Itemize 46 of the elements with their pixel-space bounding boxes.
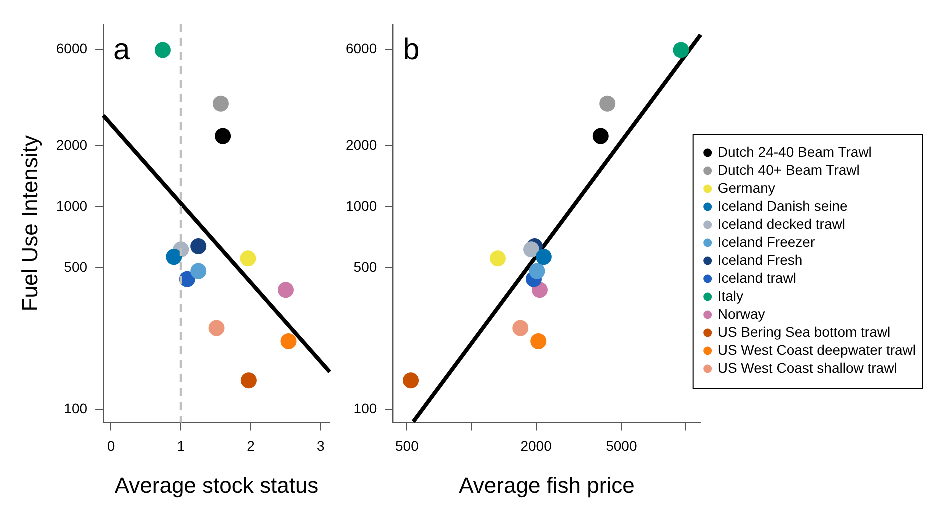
point [190, 263, 207, 280]
annotation: a [114, 34, 131, 67]
legend-label: Germany [718, 180, 776, 196]
point [240, 250, 256, 267]
point [166, 249, 182, 266]
y-tick-label: 100 [354, 400, 378, 416]
point [240, 372, 257, 389]
y-tick-label: 500 [64, 258, 88, 275]
y-tick-label: 2000 [56, 137, 88, 154]
y-tick-label: 1000 [346, 198, 378, 214]
legend-label: Dutch 40+ Beam Trawl [718, 162, 860, 178]
y-axis-title: Fuel Use Intensity [17, 136, 42, 312]
x-tick-label: 3 [317, 438, 326, 454]
x-tick-label: 500 [396, 438, 420, 454]
legend-label: Italy [718, 288, 744, 304]
x-axis-title: Average stock status [114, 472, 319, 498]
x-tick-label: 0 [107, 438, 116, 454]
y-tick-label: 6000 [346, 40, 378, 57]
legend-label: Iceland Fresh [718, 252, 803, 268]
y-tick-label: 100 [64, 400, 88, 416]
legend-label: Iceland trawl [718, 270, 796, 286]
x-tick-label: 2000 [520, 438, 552, 454]
x-axis-title: Average fish price [459, 472, 635, 498]
point [278, 282, 294, 298]
y-tick-label: 1000 [56, 198, 88, 214]
point [280, 333, 297, 350]
legend-label: US West Coast shallow trawl [718, 360, 898, 376]
y-tick-label: 2000 [346, 137, 378, 154]
legend-label: Iceland Danish seine [718, 198, 848, 214]
x-tick-label: 5000 [606, 438, 638, 454]
legend-label: US Bering Sea bottom trawl [718, 324, 891, 340]
point [154, 42, 171, 58]
legend-label: Iceland Freezer [718, 234, 816, 250]
y-tick-label: 6000 [56, 40, 88, 57]
legend-label: Dutch 24-40 Beam Trawl [718, 144, 872, 160]
legend-label: Norway [718, 306, 766, 322]
point [215, 128, 232, 144]
annotation: b [403, 34, 420, 67]
x-tick-label: 1 [177, 438, 186, 454]
point [190, 238, 207, 255]
point [212, 96, 229, 112]
legend-label: US West Coast deepwater trawl [718, 342, 916, 358]
point [208, 320, 225, 336]
x-tick-label: 2 [247, 438, 256, 454]
y-tick-label: 500 [354, 258, 378, 275]
legend-label: Iceland decked trawl [718, 216, 846, 232]
